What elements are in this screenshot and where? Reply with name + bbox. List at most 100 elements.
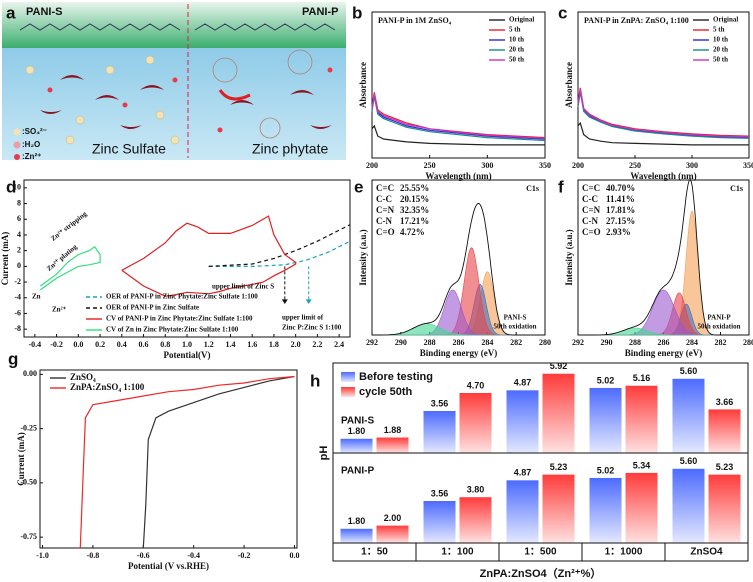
x-tick-label: 1.2: [204, 340, 214, 349]
legend-swatch: [341, 372, 355, 382]
value-label: 5.23: [716, 462, 734, 472]
series-line: [371, 124, 545, 146]
x-tick-label: -0.4: [187, 551, 200, 560]
annotation: Zinc P:Zinc S 1:100: [282, 324, 342, 332]
x-tick-label: 250: [629, 161, 641, 170]
limit-arrow: [305, 299, 312, 305]
y-tick-label: -0.75: [20, 532, 37, 541]
x-axis-label: Potential(V): [164, 350, 211, 360]
bar: [625, 385, 658, 453]
annotation: upper limit of Zinc S: [212, 283, 274, 291]
legend-label: C-C: [376, 194, 392, 204]
bar: [625, 472, 658, 543]
x-tick-label: -0.2: [50, 340, 63, 349]
bar: [589, 477, 622, 543]
legend-label: Original: [713, 16, 738, 24]
x-tick-label: -0.2: [238, 551, 251, 560]
legend-label: ZnPA:ZnSO₄ 1:100: [70, 382, 145, 392]
annotation: Zn²⁺: [52, 306, 67, 314]
panel-label: c: [558, 3, 567, 22]
legend-label: C=N: [376, 205, 395, 215]
y-tick-label: 6: [17, 214, 21, 223]
legend-value: 17.21%: [400, 216, 429, 226]
chart-title: PANI-P in 1M ZnSO₄: [378, 16, 452, 25]
x-tick-label: 300: [481, 161, 493, 170]
x-axis-label: Potential (V vs.RHE): [128, 561, 209, 571]
x-tick-label: 0.4: [117, 340, 127, 349]
legend-label: 50 th: [509, 56, 524, 64]
panel-label: e: [354, 177, 363, 196]
panel-label: d: [6, 177, 16, 196]
polymer-chain: [194, 23, 336, 31]
value-label: 3.66: [716, 397, 734, 407]
legend-label: C-C: [582, 194, 598, 204]
legend-label: CV of PANI-P in Zinc Phytate:Zinc Sulfat…: [106, 315, 253, 323]
legend-label: C=N: [582, 205, 601, 215]
legend-label: C=O: [582, 227, 601, 237]
y-tick-label: -2: [14, 277, 21, 286]
x-tick-label: 290: [601, 338, 613, 347]
phytate: [212, 49, 313, 139]
legend-label: 20 th: [509, 46, 524, 54]
electrode-film: [2, 2, 346, 48]
panel-label: a: [6, 3, 16, 22]
y-tick-label: -8: [14, 324, 21, 333]
fit-envelope: [372, 203, 545, 336]
legend-label: ZnSO₄: [70, 372, 96, 382]
x-tick-label: 292: [366, 338, 378, 347]
x-tick-label: -0.8: [87, 551, 100, 560]
legend-label: :SO₄²⁻: [22, 127, 47, 136]
legend-label: C-N: [376, 216, 392, 226]
caption: Zinc Sulfate: [92, 141, 166, 157]
legend-value: 11.41%: [606, 194, 635, 204]
x-tick-label: 0.0: [73, 340, 83, 349]
legend-label: C=O: [376, 227, 395, 237]
bar: [376, 437, 409, 453]
x-tick-label: 280: [743, 338, 753, 347]
value-label: 1.88: [384, 425, 402, 435]
series-line: [577, 89, 750, 138]
x-tick-label: 2.0: [291, 340, 301, 349]
chart-title: C1s: [730, 184, 743, 193]
bar: [589, 387, 622, 453]
series-line: [39, 245, 101, 291]
legend-label: C=C: [582, 183, 600, 193]
legend-value: 27.15%: [606, 216, 635, 226]
y-tick-label: -0.50: [20, 478, 37, 487]
bar: [542, 373, 575, 453]
annotation: Zn²⁺ stripping: [49, 210, 88, 243]
y-tick-label: 0: [17, 261, 21, 270]
x-tick-label: 0.8: [160, 340, 170, 349]
legend-label: 10 th: [509, 36, 524, 44]
x-tick-label: 292: [572, 338, 584, 347]
x-tick-label: 200: [366, 161, 378, 170]
x-tick-label: ZnSO4: [690, 547, 723, 558]
x-tick-label: -0.4: [29, 340, 42, 349]
x-tick-label: 200: [572, 161, 584, 170]
series-line: [79, 375, 295, 549]
series-line: [577, 87, 750, 137]
x-tick-label: 284: [686, 338, 698, 347]
legend-label: 5 th: [713, 26, 725, 34]
legend-label: 5 th: [509, 26, 521, 34]
value-label: 5.23: [550, 462, 568, 472]
bar: [708, 474, 741, 543]
bar: [340, 528, 373, 543]
x-tick-label: 350: [743, 161, 753, 170]
legend-label: cycle 50th: [359, 386, 412, 398]
y-tick-label: 4: [17, 230, 21, 239]
x-tick-label: 2.2: [312, 340, 322, 349]
value-label: 3.56: [431, 488, 449, 498]
y-tick-label: -4: [14, 293, 21, 302]
region-title: PANI-P: [302, 6, 338, 18]
plot-frame: [371, 11, 546, 159]
series-line: [371, 96, 546, 142]
series-line: [577, 121, 749, 146]
value-label: 4.87: [514, 378, 532, 388]
legend-label: C=C: [376, 183, 394, 193]
panel-label: g: [8, 349, 18, 368]
legend-icon: [13, 141, 21, 149]
x-tick-label: 0.0: [289, 551, 299, 560]
x-tick-label: 0.6: [139, 340, 149, 349]
plot-frame: [39, 369, 298, 549]
